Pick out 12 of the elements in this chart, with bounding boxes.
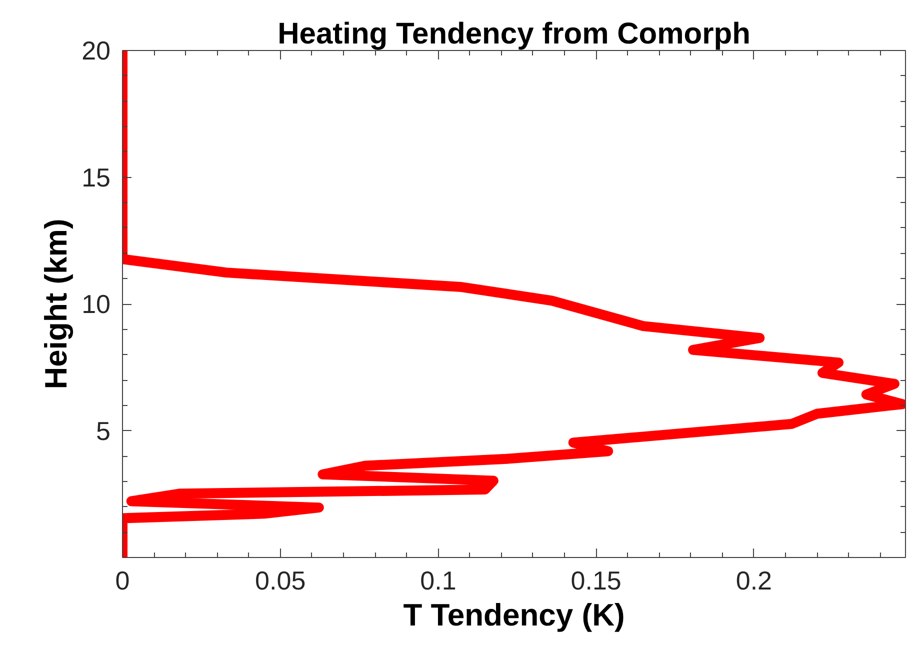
x-axis-title: T Tendency (K) xyxy=(403,598,625,632)
y-axis-title: Height (km) xyxy=(38,218,74,390)
chart-title: Heating Tendency from Comorph xyxy=(278,18,750,50)
x-tick-label: 0 xyxy=(115,566,130,596)
x-tick-label: 0.05 xyxy=(255,566,306,596)
y-tick-label: 15 xyxy=(82,162,110,192)
x-tick-label: 0.2 xyxy=(736,566,772,596)
y-tick-label: 20 xyxy=(82,36,110,66)
x-tick-label: 0.1 xyxy=(420,566,456,596)
y-tick-label: 10 xyxy=(82,289,110,319)
x-tick-label: 0.15 xyxy=(570,566,622,596)
y-tick-label: 5 xyxy=(96,416,111,446)
